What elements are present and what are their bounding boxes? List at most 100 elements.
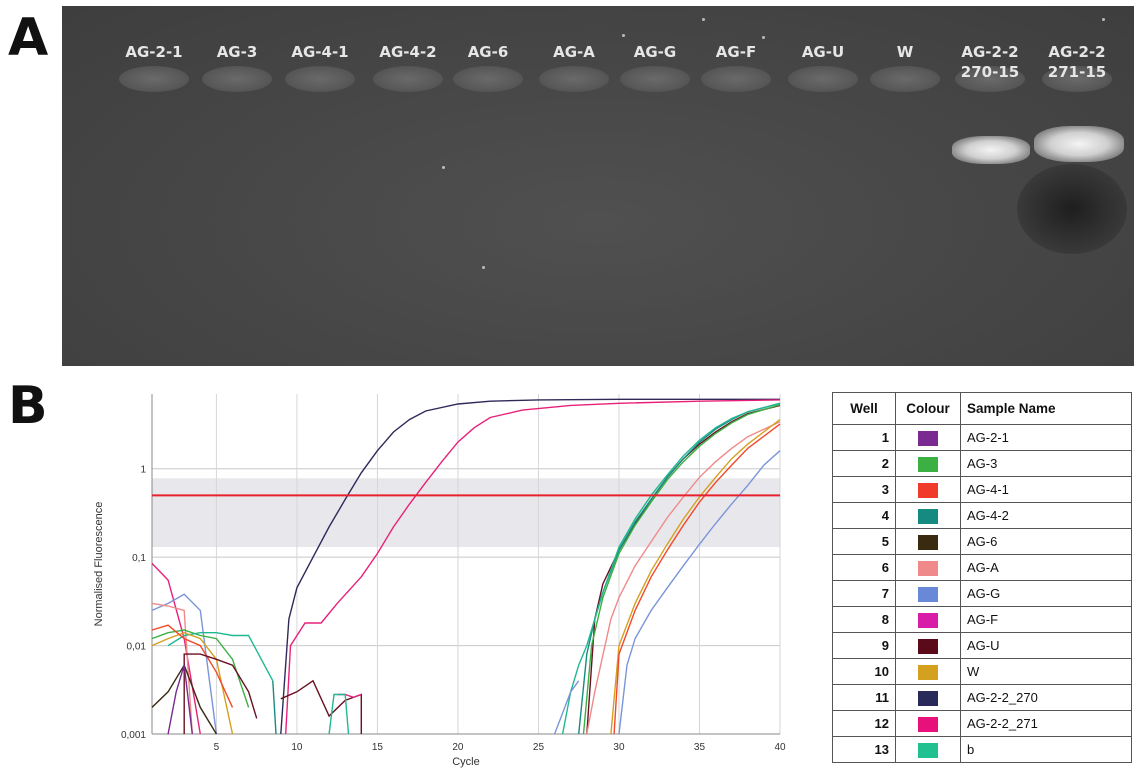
colour-swatch xyxy=(918,534,938,550)
series-line xyxy=(151,631,234,735)
table-row: 2 AG-3 xyxy=(832,450,1132,477)
well-number: 3 xyxy=(832,476,896,503)
table-header-row: Well Colour Sample Name xyxy=(832,392,1132,425)
gel-speck xyxy=(442,166,445,169)
table-row: 11 AG-2-2_270 xyxy=(832,684,1132,711)
well-table: Well Colour Sample Name 1 AG-2-1 2 AG-3 3 AG-… xyxy=(832,392,1132,763)
table-row: 6 AG-A xyxy=(832,554,1132,581)
series-line xyxy=(151,629,250,708)
colour-cell xyxy=(895,606,961,633)
panel-label-b: B xyxy=(8,376,48,436)
sample-name: b xyxy=(960,736,1132,763)
colour-cell xyxy=(895,554,961,581)
sample-name: AG-F xyxy=(960,606,1132,633)
gel-well xyxy=(285,66,355,92)
colour-cell xyxy=(895,450,961,477)
x-tick-label: 10 xyxy=(291,742,303,753)
well-number: 7 xyxy=(832,580,896,607)
table-row: 9 AG-U xyxy=(832,632,1132,659)
series-line xyxy=(280,679,362,734)
colour-cell xyxy=(895,710,961,737)
well-number: 8 xyxy=(832,606,896,633)
sample-name: AG-U xyxy=(960,632,1132,659)
colour-swatch xyxy=(918,638,938,654)
table-row: 12 AG-2-2_271 xyxy=(832,710,1132,737)
colour-cell xyxy=(895,476,961,503)
sample-name: AG-4-1 xyxy=(960,476,1132,503)
table-row: 4 AG-4-2 xyxy=(832,502,1132,529)
series-line xyxy=(285,399,781,735)
sample-name: AG-6 xyxy=(960,528,1132,555)
table-row: 3 AG-4-1 xyxy=(832,476,1132,503)
header-sample-name: Sample Name xyxy=(960,392,1132,425)
gel-lane-label: AG-4-1 xyxy=(291,43,349,61)
series-line xyxy=(578,402,781,735)
series-line xyxy=(613,423,781,735)
gel-lane-label: AG-2-2 270-15 xyxy=(960,43,1020,81)
well-number: 11 xyxy=(832,684,896,711)
gel-lane-label: AG-F xyxy=(715,43,757,61)
sample-name: AG-2-1 xyxy=(960,424,1132,451)
gel-lane-label: AG-6 xyxy=(467,43,509,61)
series-line xyxy=(167,664,193,735)
gel-well xyxy=(1042,66,1112,92)
well-number: 10 xyxy=(832,658,896,685)
header-well: Well xyxy=(832,392,896,425)
gel-lane-label: AG-A xyxy=(553,43,595,61)
gel-speck xyxy=(482,266,485,269)
gel-well xyxy=(870,66,940,92)
y-tick-label: 0,001 xyxy=(121,730,146,741)
colour-swatch xyxy=(918,690,938,706)
gel-image: AG-2-1 AG-3 AG-4-1 AG-4-2 AG-6 AG-A AG-G AG-F AG… xyxy=(62,6,1134,366)
table-row: 10 W xyxy=(832,658,1132,685)
well-number: 13 xyxy=(832,736,896,763)
x-tick-label: 5 xyxy=(214,742,220,753)
well-number: 12 xyxy=(832,710,896,737)
colour-cell xyxy=(895,658,961,685)
gel-well xyxy=(119,66,189,92)
x-tick-label: 30 xyxy=(613,742,625,753)
series-line xyxy=(183,653,258,734)
colour-cell xyxy=(895,580,961,607)
well-number: 2 xyxy=(832,450,896,477)
table-row: 1 AG-2-1 xyxy=(832,424,1132,451)
series-line xyxy=(272,680,277,735)
gel-lane-label: AG-G xyxy=(633,43,677,61)
table-row: 13 b xyxy=(832,736,1132,763)
y-tick-label: 0,01 xyxy=(127,642,147,653)
gel-lane-label: AG-2-1 xyxy=(125,43,183,61)
x-tick-label: 20 xyxy=(452,742,464,753)
sample-name: AG-3 xyxy=(960,450,1132,477)
colour-swatch xyxy=(918,742,938,758)
colour-swatch xyxy=(918,560,938,576)
sample-name: AG-A xyxy=(960,554,1132,581)
colour-swatch xyxy=(918,586,938,602)
gel-well xyxy=(373,66,443,92)
gel-band xyxy=(1034,126,1124,162)
colour-cell xyxy=(895,632,961,659)
sample-name: AG-4-2 xyxy=(960,502,1132,529)
series-line xyxy=(618,450,781,735)
table-row: 7 AG-G xyxy=(832,580,1132,607)
table-row: 5 AG-6 xyxy=(832,528,1132,555)
series-line xyxy=(328,693,350,735)
series-line xyxy=(561,402,781,735)
gel-well xyxy=(202,66,272,92)
colour-swatch xyxy=(918,456,938,472)
x-tick-label: 25 xyxy=(533,742,545,753)
colour-cell xyxy=(895,502,961,529)
colour-swatch xyxy=(918,508,938,524)
colour-cell xyxy=(895,424,961,451)
colour-cell xyxy=(895,736,961,763)
series-line xyxy=(553,680,580,735)
gel-band xyxy=(952,136,1030,164)
gel-speck xyxy=(762,36,765,39)
well-number: 4 xyxy=(832,502,896,529)
well-number: 1 xyxy=(832,424,896,451)
gel-speck xyxy=(622,34,625,37)
well-number: 6 xyxy=(832,554,896,581)
gel-well xyxy=(955,66,1025,92)
gel-lane-label: AG-4-2 xyxy=(379,43,437,61)
gel-lane-label: AG-3 xyxy=(216,43,258,61)
series-line xyxy=(151,562,201,735)
